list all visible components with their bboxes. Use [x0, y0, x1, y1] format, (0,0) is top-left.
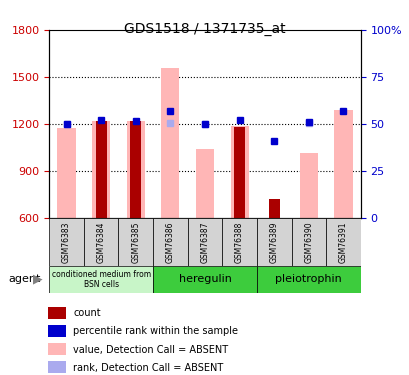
- FancyBboxPatch shape: [48, 343, 66, 355]
- Bar: [161, 68, 179, 218]
- Text: GSM76385: GSM76385: [131, 221, 140, 262]
- Text: value, Detection Call = ABSENT: value, Detection Call = ABSENT: [73, 345, 228, 354]
- Text: GSM76389: GSM76389: [269, 221, 278, 262]
- FancyBboxPatch shape: [153, 266, 256, 292]
- Bar: [57, 128, 75, 217]
- Bar: [230, 126, 248, 218]
- Text: agent: agent: [8, 274, 40, 284]
- FancyBboxPatch shape: [49, 266, 153, 292]
- FancyBboxPatch shape: [48, 361, 66, 373]
- FancyBboxPatch shape: [256, 217, 291, 266]
- Text: pleiotrophin: pleiotrophin: [275, 274, 342, 284]
- Text: GDS1518 / 1371735_at: GDS1518 / 1371735_at: [124, 22, 285, 36]
- Text: GSM76386: GSM76386: [166, 221, 175, 262]
- Bar: [130, 122, 141, 218]
- Bar: [334, 110, 352, 218]
- Text: conditioned medium from
BSN cells: conditioned medium from BSN cells: [52, 270, 151, 289]
- Text: GSM76387: GSM76387: [200, 221, 209, 262]
- Text: heregulin: heregulin: [178, 274, 231, 284]
- FancyBboxPatch shape: [49, 217, 83, 266]
- Text: rank, Detection Call = ABSENT: rank, Detection Call = ABSENT: [73, 363, 223, 372]
- Text: GSM76391: GSM76391: [338, 221, 347, 262]
- Bar: [234, 127, 245, 218]
- FancyBboxPatch shape: [48, 325, 66, 337]
- Text: GSM76383: GSM76383: [62, 221, 71, 262]
- Text: percentile rank within the sample: percentile rank within the sample: [73, 327, 238, 336]
- Text: ▶: ▶: [33, 273, 42, 286]
- FancyBboxPatch shape: [256, 266, 360, 292]
- Bar: [126, 122, 144, 218]
- FancyBboxPatch shape: [48, 307, 66, 319]
- Text: GSM76390: GSM76390: [303, 221, 312, 262]
- Text: GSM76384: GSM76384: [97, 221, 106, 262]
- Bar: [92, 121, 110, 218]
- FancyBboxPatch shape: [222, 217, 256, 266]
- Bar: [95, 121, 106, 218]
- FancyBboxPatch shape: [153, 217, 187, 266]
- Text: count: count: [73, 309, 101, 318]
- Bar: [196, 149, 213, 217]
- Bar: [299, 153, 317, 218]
- FancyBboxPatch shape: [83, 217, 118, 266]
- Bar: [268, 199, 279, 217]
- FancyBboxPatch shape: [118, 217, 153, 266]
- Text: GSM76388: GSM76388: [234, 221, 243, 262]
- FancyBboxPatch shape: [326, 217, 360, 266]
- FancyBboxPatch shape: [187, 217, 222, 266]
- FancyBboxPatch shape: [291, 217, 326, 266]
